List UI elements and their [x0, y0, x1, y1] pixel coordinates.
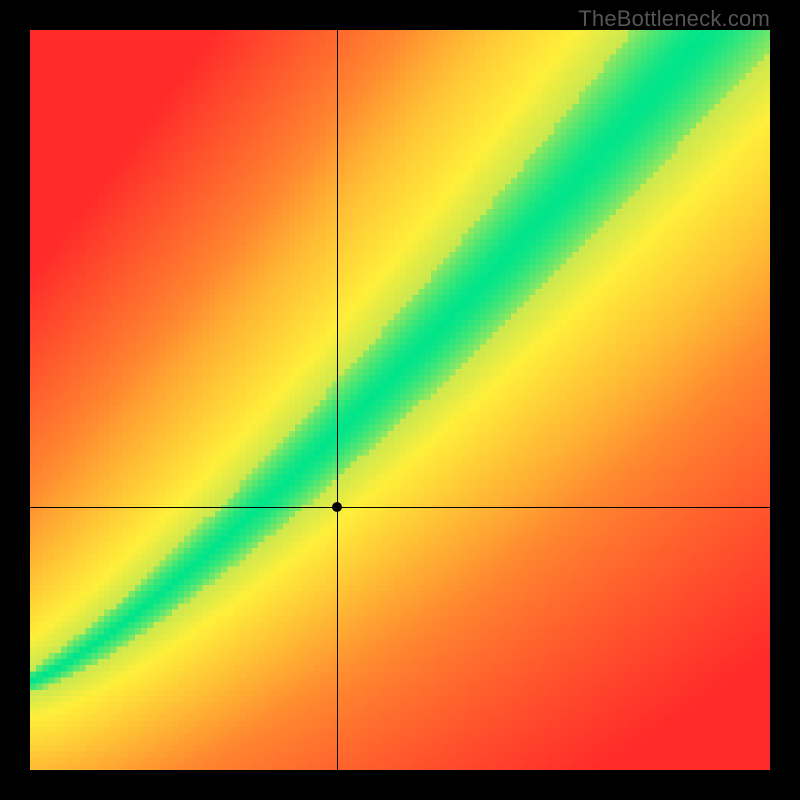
- watermark-text: TheBottleneck.com: [578, 6, 770, 32]
- crosshair-vertical: [337, 30, 338, 770]
- crosshair-marker: [332, 502, 342, 512]
- plot-area: [30, 30, 770, 770]
- crosshair-horizontal: [30, 507, 770, 508]
- bottleneck-heatmap: [30, 30, 770, 770]
- chart-container: TheBottleneck.com: [0, 0, 800, 800]
